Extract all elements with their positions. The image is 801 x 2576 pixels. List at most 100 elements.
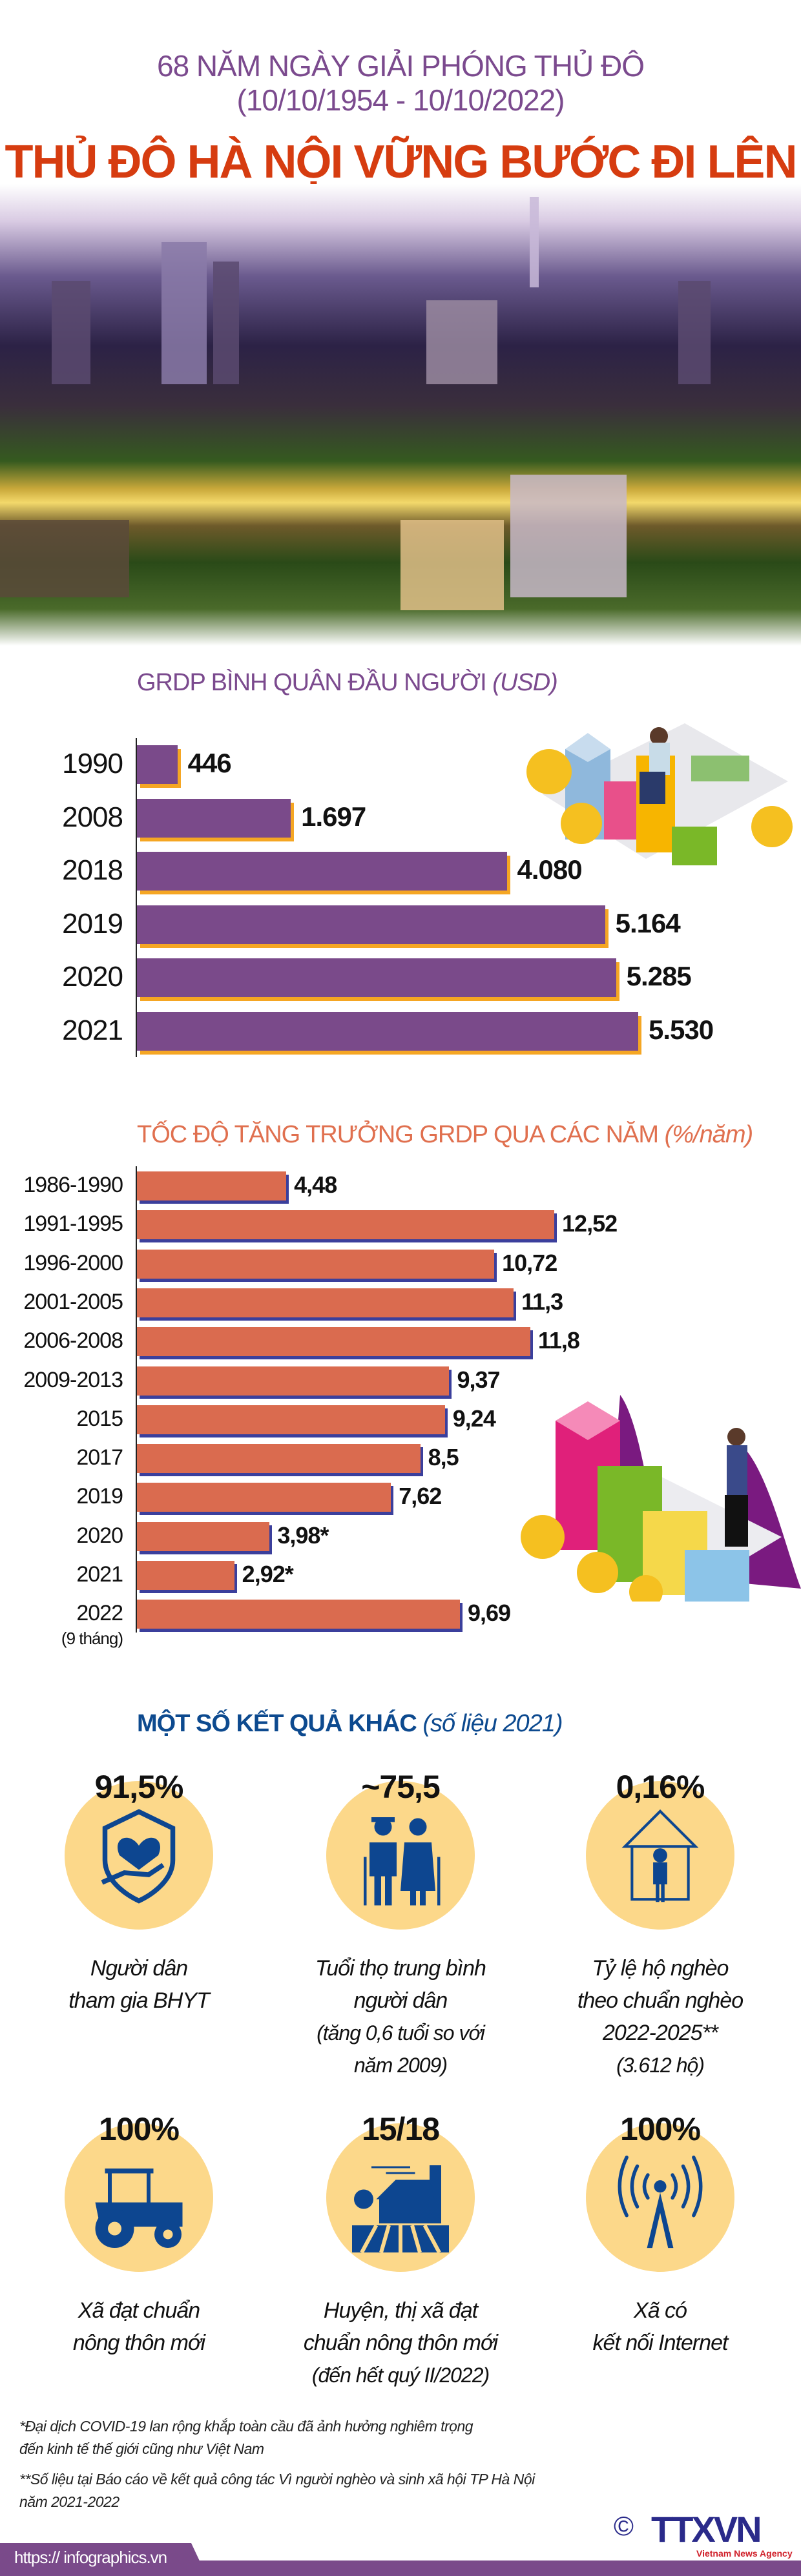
label-note: năm 2009) [354, 2054, 448, 2077]
result-life-expectancy: ~75,5 Tuổi thọ trung bình người dân (tăn… [271, 1768, 530, 2077]
label-line: nông thôn mới [72, 2331, 205, 2355]
label-note: (đến hết quý II/2022) [311, 2364, 490, 2387]
health-insurance-shield-icon [101, 1809, 176, 1904]
result-value: 100% [99, 2111, 180, 2147]
growth-value-label: 7,62 [399, 1483, 442, 1510]
growth-period-label: 1996-2000 [23, 1250, 123, 1275]
grdp-value-label: 5.285 [626, 961, 692, 992]
growth-bar [137, 1288, 514, 1317]
growth-period-label: 2015 [76, 1406, 123, 1431]
grdp-bar [137, 958, 616, 998]
growth-value-label: 11,3 [521, 1288, 563, 1315]
label-line: theo chuẩn nghèo [577, 1988, 744, 2013]
growth-value-label: 9,24 [452, 1405, 496, 1432]
result-label: Huyện, thị xã đạt chuẩn nông thôn mới (đ… [271, 2294, 530, 2391]
result-new-rural-communes: 100% Xã đạt chuẩn nông thôn mới [10, 2110, 268, 2355]
growth-value-label: 9,37 [457, 1366, 500, 1393]
label-line: Huyện, thị xã đạt [323, 2298, 478, 2323]
growth-chart-title: TỐC ĐỘ TĂNG TRƯỞNG GRDP QUA CÁC NĂM (%/n… [137, 1121, 753, 1149]
result-value: ~75,5 [361, 1769, 441, 1805]
grdp-value-label: 4.080 [517, 854, 583, 885]
growth-value-label: 11,8 [537, 1327, 580, 1354]
growth-axis [136, 1166, 137, 1633]
grdp-value-label: 1.697 [301, 801, 366, 832]
growth-period-label: 1986-1990 [23, 1173, 123, 1197]
results-title-text: MỘT SỐ KẾT QUẢ KHÁC [137, 1710, 417, 1737]
grdp-bar [137, 852, 507, 891]
result-internet: 100% Xã có kết nối Internet [531, 2110, 789, 2355]
grdp-year-label: 2021 [62, 1015, 123, 1046]
grdp-value-label: 5.530 [649, 1015, 714, 1045]
farm-icon [352, 2165, 449, 2252]
grdp-value-label: 446 [187, 748, 232, 778]
copyright-symbol: © [614, 2511, 634, 2541]
stairs-illustration [521, 1395, 801, 1602]
page-title: THỦ ĐÔ HÀ NỘI VỮNG BƯỚC ĐI LÊN [5, 136, 798, 188]
growth-bar [137, 1444, 421, 1474]
footnote-covid: *Đại dịch COVID-19 lan rộng khắp toàn cầ… [19, 2418, 473, 2435]
result-label: Người dân tham gia BHYT [10, 1952, 268, 2017]
footer-tab [0, 2543, 207, 2576]
infographics-link[interactable]: https:// infographics.vn [14, 2548, 167, 2567]
growth-period-label: 2009-2013 [23, 1367, 123, 1392]
grdp-chart-title: GRDP BÌNH QUÂN ĐẦU NGƯỜI (USD) [137, 669, 558, 697]
elderly-couple-icon [364, 1817, 441, 1906]
results-unit: (số liệu 2021) [422, 1710, 563, 1737]
grdp-title-text: GRDP BÌNH QUÂN ĐẦU NGƯỜI [137, 669, 487, 696]
result-value: 91,5% [94, 1769, 184, 1805]
result-value: 0,16% [616, 1769, 705, 1805]
header-dates: (10/10/1954 - 10/10/2022) [236, 83, 565, 117]
label-line: Xã có [634, 2298, 687, 2323]
growth-value-label: 8,5 [428, 1444, 459, 1471]
result-label: Xã đạt chuẩn nông thôn mới [10, 2294, 268, 2359]
growth-bar [137, 1327, 530, 1357]
growth-bar [137, 1249, 495, 1279]
footnote-source: **Số liệu tại Báo cáo về kết quả công tá… [19, 2471, 535, 2488]
tractor-icon [95, 2169, 183, 2248]
label-line: kết nối Internet [592, 2331, 729, 2355]
header-line1: 68 NĂM NGÀY GIẢI PHÓNG THỦ ĐÔ [156, 49, 645, 83]
result-value: 15/18 [361, 2111, 440, 2147]
growth-period-label: 2020 [76, 1523, 123, 1548]
growth-value-label: 9,69 [468, 1600, 511, 1627]
growth-period-label: 1991-1995 [23, 1211, 123, 1237]
grdp-value-label: 5.164 [615, 907, 681, 938]
growth-bar [137, 1600, 460, 1629]
result-circle [326, 1781, 475, 1930]
grdp-axis [136, 738, 137, 1057]
result-poverty-rate: 0,16% Tỷ lệ hộ nghèo theo chuẩn nghèo 20… [531, 1768, 789, 2077]
grdp-year-label: 1990 [62, 748, 123, 779]
label-line: Xã đạt chuẩn [78, 2298, 200, 2323]
grdp-bar [137, 745, 178, 784]
growth-period-label: 2006-2008 [23, 1328, 123, 1354]
growth-value-label: 4,48 [294, 1171, 337, 1198]
growth-period-label: 2021 [76, 1562, 123, 1587]
growth-value-label: 3,98* [277, 1521, 329, 1549]
growth-unit: (%/năm) [664, 1121, 754, 1148]
grdp-year-label: 2020 [62, 961, 123, 993]
footnotes: *Đại dịch COVID-19 lan rộng khắp toàn cầ… [19, 2415, 535, 2513]
result-label: Tuổi thọ trung bình người dân (tăng 0,6 … [271, 1952, 530, 2081]
growth-bar [137, 1366, 450, 1396]
label-note: (3.612 hộ) [616, 2054, 705, 2077]
result-circle [65, 2123, 213, 2272]
growth-bar [137, 1171, 287, 1200]
growth-period-label: 2001-2005 [23, 1289, 123, 1314]
grdp-year-label: 2019 [62, 907, 123, 940]
result-new-rural-districts: 15/18 Huyện, thị xã đạt chuẩn nông thôn … [271, 2110, 530, 2387]
grdp-unit: (USD) [492, 669, 558, 696]
growth-value-label: 10,72 [502, 1249, 557, 1276]
result-health-insurance: 91,5% Người dân tham gia BHYT [10, 1768, 268, 2013]
label-line: Người dân [90, 1956, 188, 1981]
footnote-covid-cont: đến kinh tế thế giới cũng như Việt Nam [19, 2440, 264, 2457]
growth-value-label: 2,92* [242, 1561, 294, 1587]
growth-category-note: (9 tháng) [61, 1629, 123, 1648]
growth-period-label: 2022 [76, 1601, 123, 1626]
label-line: Tuổi thọ trung bình [315, 1956, 486, 1981]
poor-house-icon [621, 1809, 699, 1902]
label-line: Tỷ lệ hộ nghèo [592, 1956, 729, 1981]
grdp-year-label: 2008 [62, 801, 123, 833]
ttxvn-logo-sub: Vietnam News Agency [696, 2548, 793, 2559]
growth-value-label: 12,52 [562, 1210, 618, 1237]
result-label: Xã có kết nối Internet [531, 2294, 789, 2359]
